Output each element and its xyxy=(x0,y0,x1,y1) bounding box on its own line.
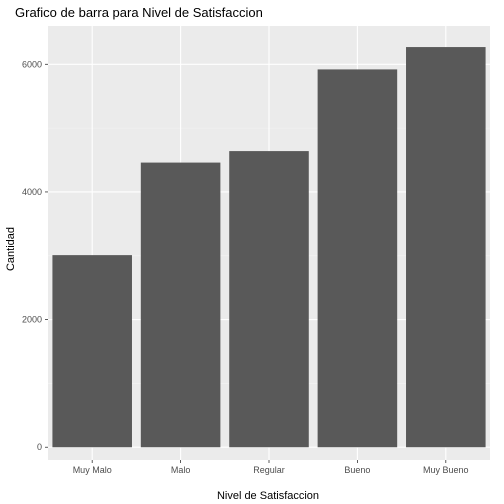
chart-title: Grafico de barra para Nivel de Satisfacc… xyxy=(15,5,263,20)
bar xyxy=(229,151,309,448)
y-axis-ticks: 0 2000 4000 6000 xyxy=(22,59,48,452)
bar xyxy=(406,47,486,448)
bar xyxy=(317,69,398,448)
y-tick-label: 0 xyxy=(37,442,42,452)
x-tick-label: Bueno xyxy=(344,465,370,475)
x-tick-label: Muy Bueno xyxy=(423,465,469,475)
x-axis-ticks: Muy Malo Malo Regular Bueno Muy Bueno xyxy=(73,460,469,475)
y-tick-label: 2000 xyxy=(22,315,42,325)
bar xyxy=(52,255,132,448)
x-axis-title: Nivel de Satisfaccion xyxy=(217,490,319,502)
y-axis-title: Cantidad xyxy=(5,227,17,271)
x-tick-label: Malo xyxy=(171,465,191,475)
bars xyxy=(52,47,486,448)
bar xyxy=(140,162,221,448)
x-tick-label: Regular xyxy=(253,465,285,475)
y-tick-label: 4000 xyxy=(22,187,42,197)
x-tick-label: Muy Malo xyxy=(73,465,112,475)
y-tick-label: 6000 xyxy=(22,59,42,69)
